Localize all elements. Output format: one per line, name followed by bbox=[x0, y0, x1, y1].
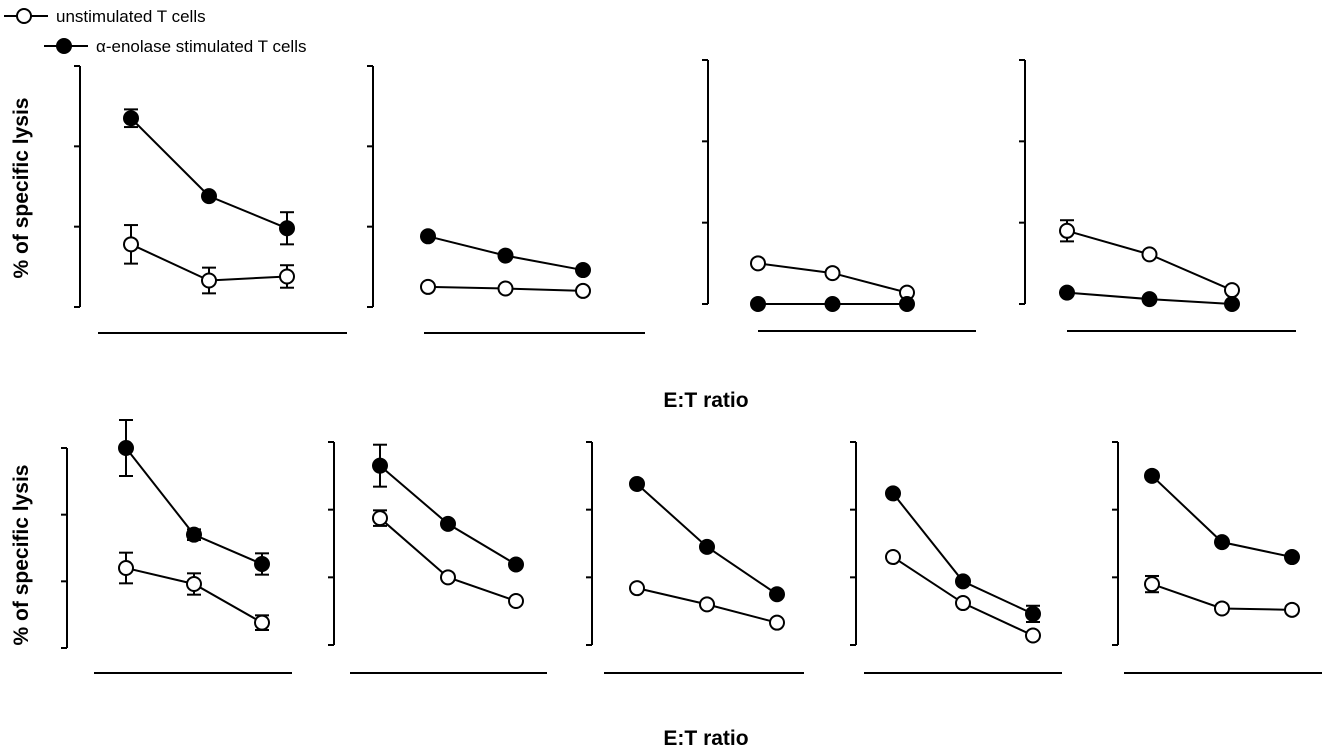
data-point bbox=[440, 515, 456, 532]
data-point bbox=[575, 282, 591, 299]
data-point bbox=[186, 576, 202, 592]
data-point bbox=[508, 593, 524, 610]
data-point bbox=[699, 596, 715, 613]
data-point bbox=[1284, 601, 1300, 618]
data-point bbox=[254, 614, 270, 631]
panel-5 bbox=[61, 419, 292, 674]
data-point bbox=[440, 569, 456, 586]
data-point bbox=[955, 595, 971, 612]
legend-filled-marker bbox=[56, 38, 72, 54]
data-point bbox=[1214, 534, 1230, 551]
data-point bbox=[1141, 291, 1158, 308]
data-point bbox=[118, 560, 134, 576]
panel-4 bbox=[1019, 59, 1296, 332]
row2-ylabel: % of specific lysis bbox=[10, 465, 33, 646]
data-point bbox=[824, 265, 841, 282]
data-point bbox=[420, 228, 436, 245]
panel-9 bbox=[1112, 441, 1322, 674]
data-point bbox=[372, 457, 388, 474]
data-point bbox=[420, 278, 436, 295]
data-point bbox=[1025, 627, 1041, 644]
series-line bbox=[379, 464, 517, 566]
row1-ylabel: % of specific lysis bbox=[10, 98, 33, 279]
data-point bbox=[372, 510, 388, 527]
panel-6 bbox=[328, 441, 547, 674]
panels bbox=[61, 59, 1322, 674]
data-point bbox=[769, 614, 785, 631]
panel-8 bbox=[850, 441, 1062, 674]
data-point bbox=[201, 188, 217, 205]
data-point bbox=[629, 580, 645, 597]
data-point bbox=[885, 485, 901, 502]
legend: unstimulated T cells α-enolase stimulate… bbox=[4, 7, 306, 56]
data-point bbox=[1141, 246, 1158, 263]
data-point bbox=[497, 247, 514, 264]
panel-3 bbox=[702, 59, 976, 332]
data-point bbox=[629, 475, 645, 492]
legend-open-marker bbox=[16, 8, 32, 24]
data-point bbox=[201, 272, 217, 289]
data-point bbox=[279, 220, 295, 237]
data-point bbox=[899, 296, 915, 312]
data-point bbox=[885, 549, 901, 566]
panel-7 bbox=[586, 441, 804, 674]
data-point bbox=[769, 586, 785, 603]
data-point bbox=[118, 440, 134, 456]
data-point bbox=[1284, 549, 1300, 566]
data-point bbox=[750, 255, 766, 272]
data-point bbox=[497, 280, 514, 297]
data-point bbox=[1224, 282, 1240, 299]
legend-filled-label: α-enolase stimulated T cells bbox=[96, 37, 306, 56]
data-point bbox=[575, 262, 591, 279]
row2-xlabel: E:T ratio bbox=[663, 727, 748, 750]
data-point bbox=[750, 296, 766, 312]
data-point bbox=[1059, 284, 1075, 301]
data-point bbox=[1144, 467, 1160, 484]
data-point bbox=[955, 573, 971, 590]
data-point bbox=[1144, 576, 1160, 593]
data-point bbox=[824, 296, 841, 312]
data-point bbox=[254, 556, 270, 572]
data-point bbox=[186, 526, 202, 543]
row1-xlabel: E:T ratio bbox=[663, 389, 748, 412]
panel-1 bbox=[74, 65, 347, 334]
panel-2 bbox=[367, 65, 645, 334]
data-point bbox=[279, 268, 295, 285]
data-point bbox=[508, 556, 524, 573]
data-point bbox=[1025, 605, 1041, 622]
data-point bbox=[123, 236, 139, 253]
data-point bbox=[1224, 296, 1240, 312]
data-point bbox=[1214, 600, 1230, 617]
series-line bbox=[125, 447, 263, 565]
data-point bbox=[699, 538, 715, 555]
data-point bbox=[123, 110, 139, 127]
data-point bbox=[1059, 222, 1075, 239]
legend-open-label: unstimulated T cells bbox=[56, 7, 206, 26]
series-line bbox=[130, 117, 288, 230]
